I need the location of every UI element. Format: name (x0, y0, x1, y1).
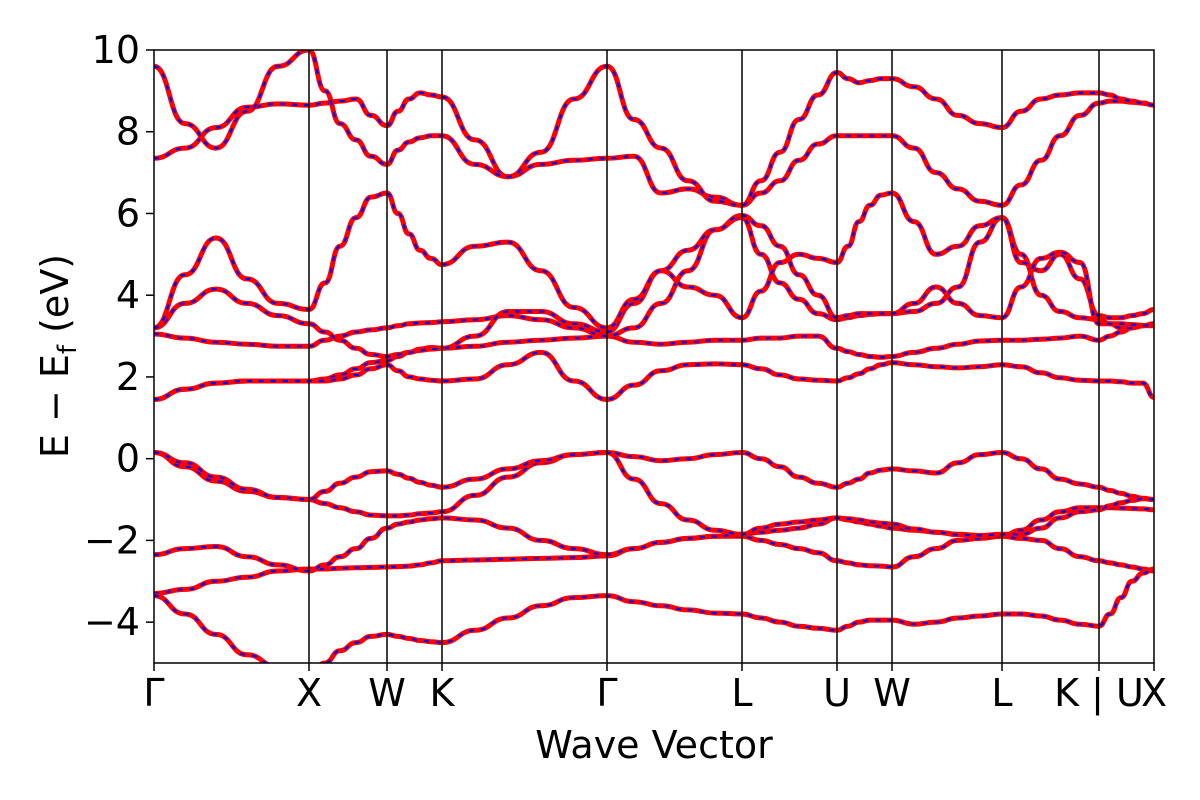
x-tick-label-0: Γ (143, 671, 164, 715)
x-tick-label-3: K (430, 671, 456, 715)
band-line-10 (154, 50, 1154, 208)
band-line-11 (154, 566, 1154, 663)
band-line-dashed-1 (154, 506, 1154, 573)
y-axis-label: E − Ef (eV) (33, 254, 83, 458)
x-tick-label-7: W (873, 671, 911, 715)
band-line-1 (154, 505, 1154, 574)
band-line-dashed-3 (154, 451, 1154, 537)
x-axis-label: Wave Vector (535, 723, 773, 767)
x-tick-label-5: L (731, 671, 752, 715)
y-tick-label-6: 8 (116, 110, 140, 154)
y-tick-label-1: −2 (84, 518, 140, 562)
x-tick-label-9: K | U (1054, 671, 1144, 716)
band-line-dashed-11 (154, 567, 1154, 663)
band-line-dashed-9 (154, 91, 1154, 207)
y-tick-label-0: −4 (84, 600, 140, 644)
y-axis-label-unit: (eV) (33, 254, 77, 345)
band-line-2 (154, 450, 1154, 519)
band-line-dashed-5 (154, 351, 1154, 401)
band-line-6 (154, 215, 1154, 349)
band-line-dashed-8 (154, 191, 1154, 330)
y-axis-label-sub: f (53, 344, 83, 354)
x-tick-label-10: X (1141, 671, 1167, 715)
kpoint-lines (308, 50, 1100, 663)
x-tick-label-4: Γ (596, 671, 617, 715)
band-line-4 (154, 321, 1154, 402)
x-tick-label-2: W (368, 671, 406, 715)
y-tick-label-4: 4 (116, 273, 140, 317)
x-tick-label-1: X (296, 671, 322, 715)
band-line-dashed-2 (154, 451, 1154, 518)
y-tick-label-3: 2 (116, 355, 140, 399)
y-tick-label-7: 10 (92, 28, 140, 72)
band-line-dashed-10 (154, 50, 1154, 207)
x-tick-label-6: U (823, 671, 851, 715)
y-axis-label-main: E − E (33, 354, 77, 458)
plot-frame (153, 49, 1155, 664)
x-tick-label-8: L (991, 671, 1012, 715)
y-axis: −4 −2 0 2 4 6 8 10 (84, 28, 154, 644)
band-line-dashed-6 (154, 216, 1154, 348)
bands-layer (154, 50, 1154, 663)
band-line-3 (154, 450, 1154, 538)
y-tick-label-2: 0 (116, 437, 140, 481)
y-tick-label-5: 6 (116, 191, 140, 235)
band-line-5 (154, 349, 1154, 402)
band-line-dashed-4 (154, 322, 1154, 401)
